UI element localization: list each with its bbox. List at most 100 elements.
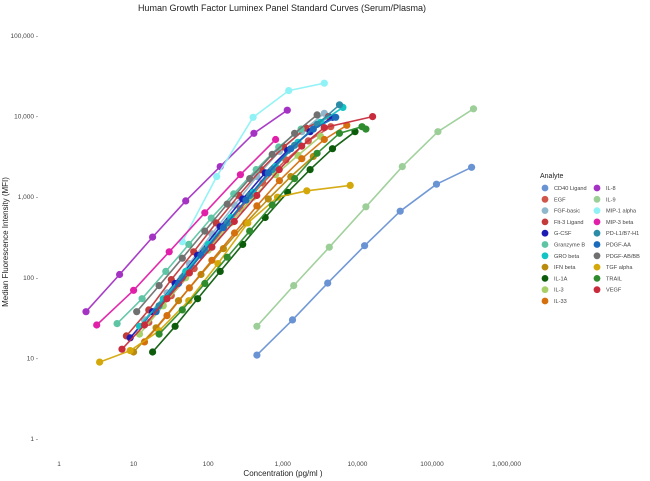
legend-item: MIP-1 alpha	[593, 207, 637, 215]
data-point	[291, 175, 299, 183]
legend-label: Flt-3 Ligand	[554, 220, 584, 226]
data-point	[468, 163, 476, 171]
legend-label: IL-1A	[554, 276, 568, 282]
series-line	[136, 114, 318, 313]
legend-swatch	[541, 252, 549, 260]
legend-label: IL-33	[554, 299, 567, 305]
data-point	[253, 173, 261, 181]
y-tick-label: 100 -	[23, 275, 38, 282]
series-group	[155, 123, 370, 338]
legend-item: FGF-basic	[541, 207, 580, 215]
data-point	[325, 243, 333, 251]
data-point	[275, 166, 283, 174]
x-axis: 1 10 100 1,000 10,000 100,000 1,000,000	[57, 461, 521, 468]
data-point	[246, 175, 254, 183]
legend-swatch	[593, 263, 601, 271]
data-point	[239, 240, 247, 248]
data-point	[252, 166, 260, 174]
data-point	[303, 187, 311, 195]
legend-label: FGF-basic	[554, 209, 580, 215]
data-point	[244, 219, 252, 227]
data-point	[369, 113, 377, 121]
y-axis: 1 - 10 - 100 - 1,000 - 10,000 - 100,000 -	[11, 33, 38, 443]
series-line	[96, 138, 277, 326]
data-point	[335, 101, 344, 109]
legend-label: PDGF-AB/BB	[606, 254, 640, 260]
y-tick-label: 10 -	[27, 355, 38, 362]
legend-label: Granzyme B	[554, 243, 585, 249]
legend-swatch	[541, 184, 549, 192]
legend-label: IL-8	[606, 186, 616, 192]
data-point	[287, 145, 295, 153]
series-group	[96, 181, 354, 366]
data-point	[290, 282, 298, 290]
data-point	[432, 180, 441, 188]
series-group	[145, 123, 335, 326]
data-point	[434, 128, 442, 136]
data-point	[185, 269, 193, 277]
series-group	[93, 135, 280, 329]
legend-item: Granzyme B	[541, 241, 585, 249]
data-point	[219, 224, 227, 232]
legend-label: IFN beta	[554, 265, 576, 271]
legend-item: VEGF	[593, 286, 622, 294]
data-point	[236, 171, 244, 179]
data-point	[163, 295, 171, 303]
legend-swatch	[541, 207, 549, 215]
x-tick-label: 10	[130, 461, 138, 468]
data-point	[174, 279, 183, 288]
data-point	[396, 207, 404, 215]
series-group	[133, 111, 321, 316]
legend-swatch	[541, 218, 549, 226]
legend-label: TRAIL	[606, 276, 622, 282]
legend-item: Flt-3 Ligand	[541, 218, 584, 226]
series-group	[253, 105, 478, 330]
legend-item: TGF alpha	[593, 263, 633, 271]
legend-item: IL-33	[541, 297, 567, 305]
data-point	[162, 267, 170, 275]
data-point	[249, 113, 257, 121]
data-point	[264, 195, 272, 203]
data-point	[320, 124, 328, 132]
y-tick-label: 100,000 -	[11, 33, 38, 40]
data-point	[268, 201, 276, 209]
data-point	[253, 202, 261, 210]
data-point	[149, 233, 157, 241]
legend-label: IL-3	[554, 288, 564, 294]
data-point	[346, 181, 354, 189]
data-point	[138, 295, 146, 303]
data-point	[288, 316, 297, 324]
data-point	[93, 321, 101, 329]
legend-label: MIP-3 beta	[606, 220, 634, 226]
legend-item: GRO beta	[541, 252, 580, 260]
legend-label: MIP-1 alpha	[606, 209, 637, 215]
data-point	[149, 348, 157, 356]
legend-item: IL-1A	[541, 275, 568, 282]
legend-item: IFN beta	[541, 263, 576, 271]
series-line	[125, 115, 329, 337]
legend-swatch	[593, 229, 601, 237]
legend-label: VEGF	[606, 288, 622, 294]
data-point	[313, 111, 321, 119]
legend-label: PDGF-AA	[606, 243, 631, 249]
data-point	[155, 282, 163, 290]
data-point	[361, 242, 369, 250]
data-point	[223, 200, 231, 208]
data-point	[328, 145, 337, 153]
data-point	[324, 279, 332, 287]
data-point	[230, 229, 239, 237]
x-tick-label: 1	[57, 461, 61, 468]
data-point	[253, 322, 261, 330]
series-line	[143, 124, 348, 343]
data-point	[185, 240, 193, 248]
x-tick-label: 1,000,000	[492, 461, 521, 468]
legend: Analyte CD40 Ligand EGF FGF-basic Flt-3 Lig…	[540, 173, 640, 305]
data-point	[133, 308, 141, 316]
data-point	[178, 254, 186, 262]
data-point	[140, 321, 149, 329]
data-point	[253, 351, 261, 359]
legend-swatch	[593, 218, 601, 226]
legend-label: CD40 Ligand	[554, 186, 587, 192]
y-tick-label: 1 -	[30, 436, 38, 443]
data-point	[155, 302, 163, 310]
